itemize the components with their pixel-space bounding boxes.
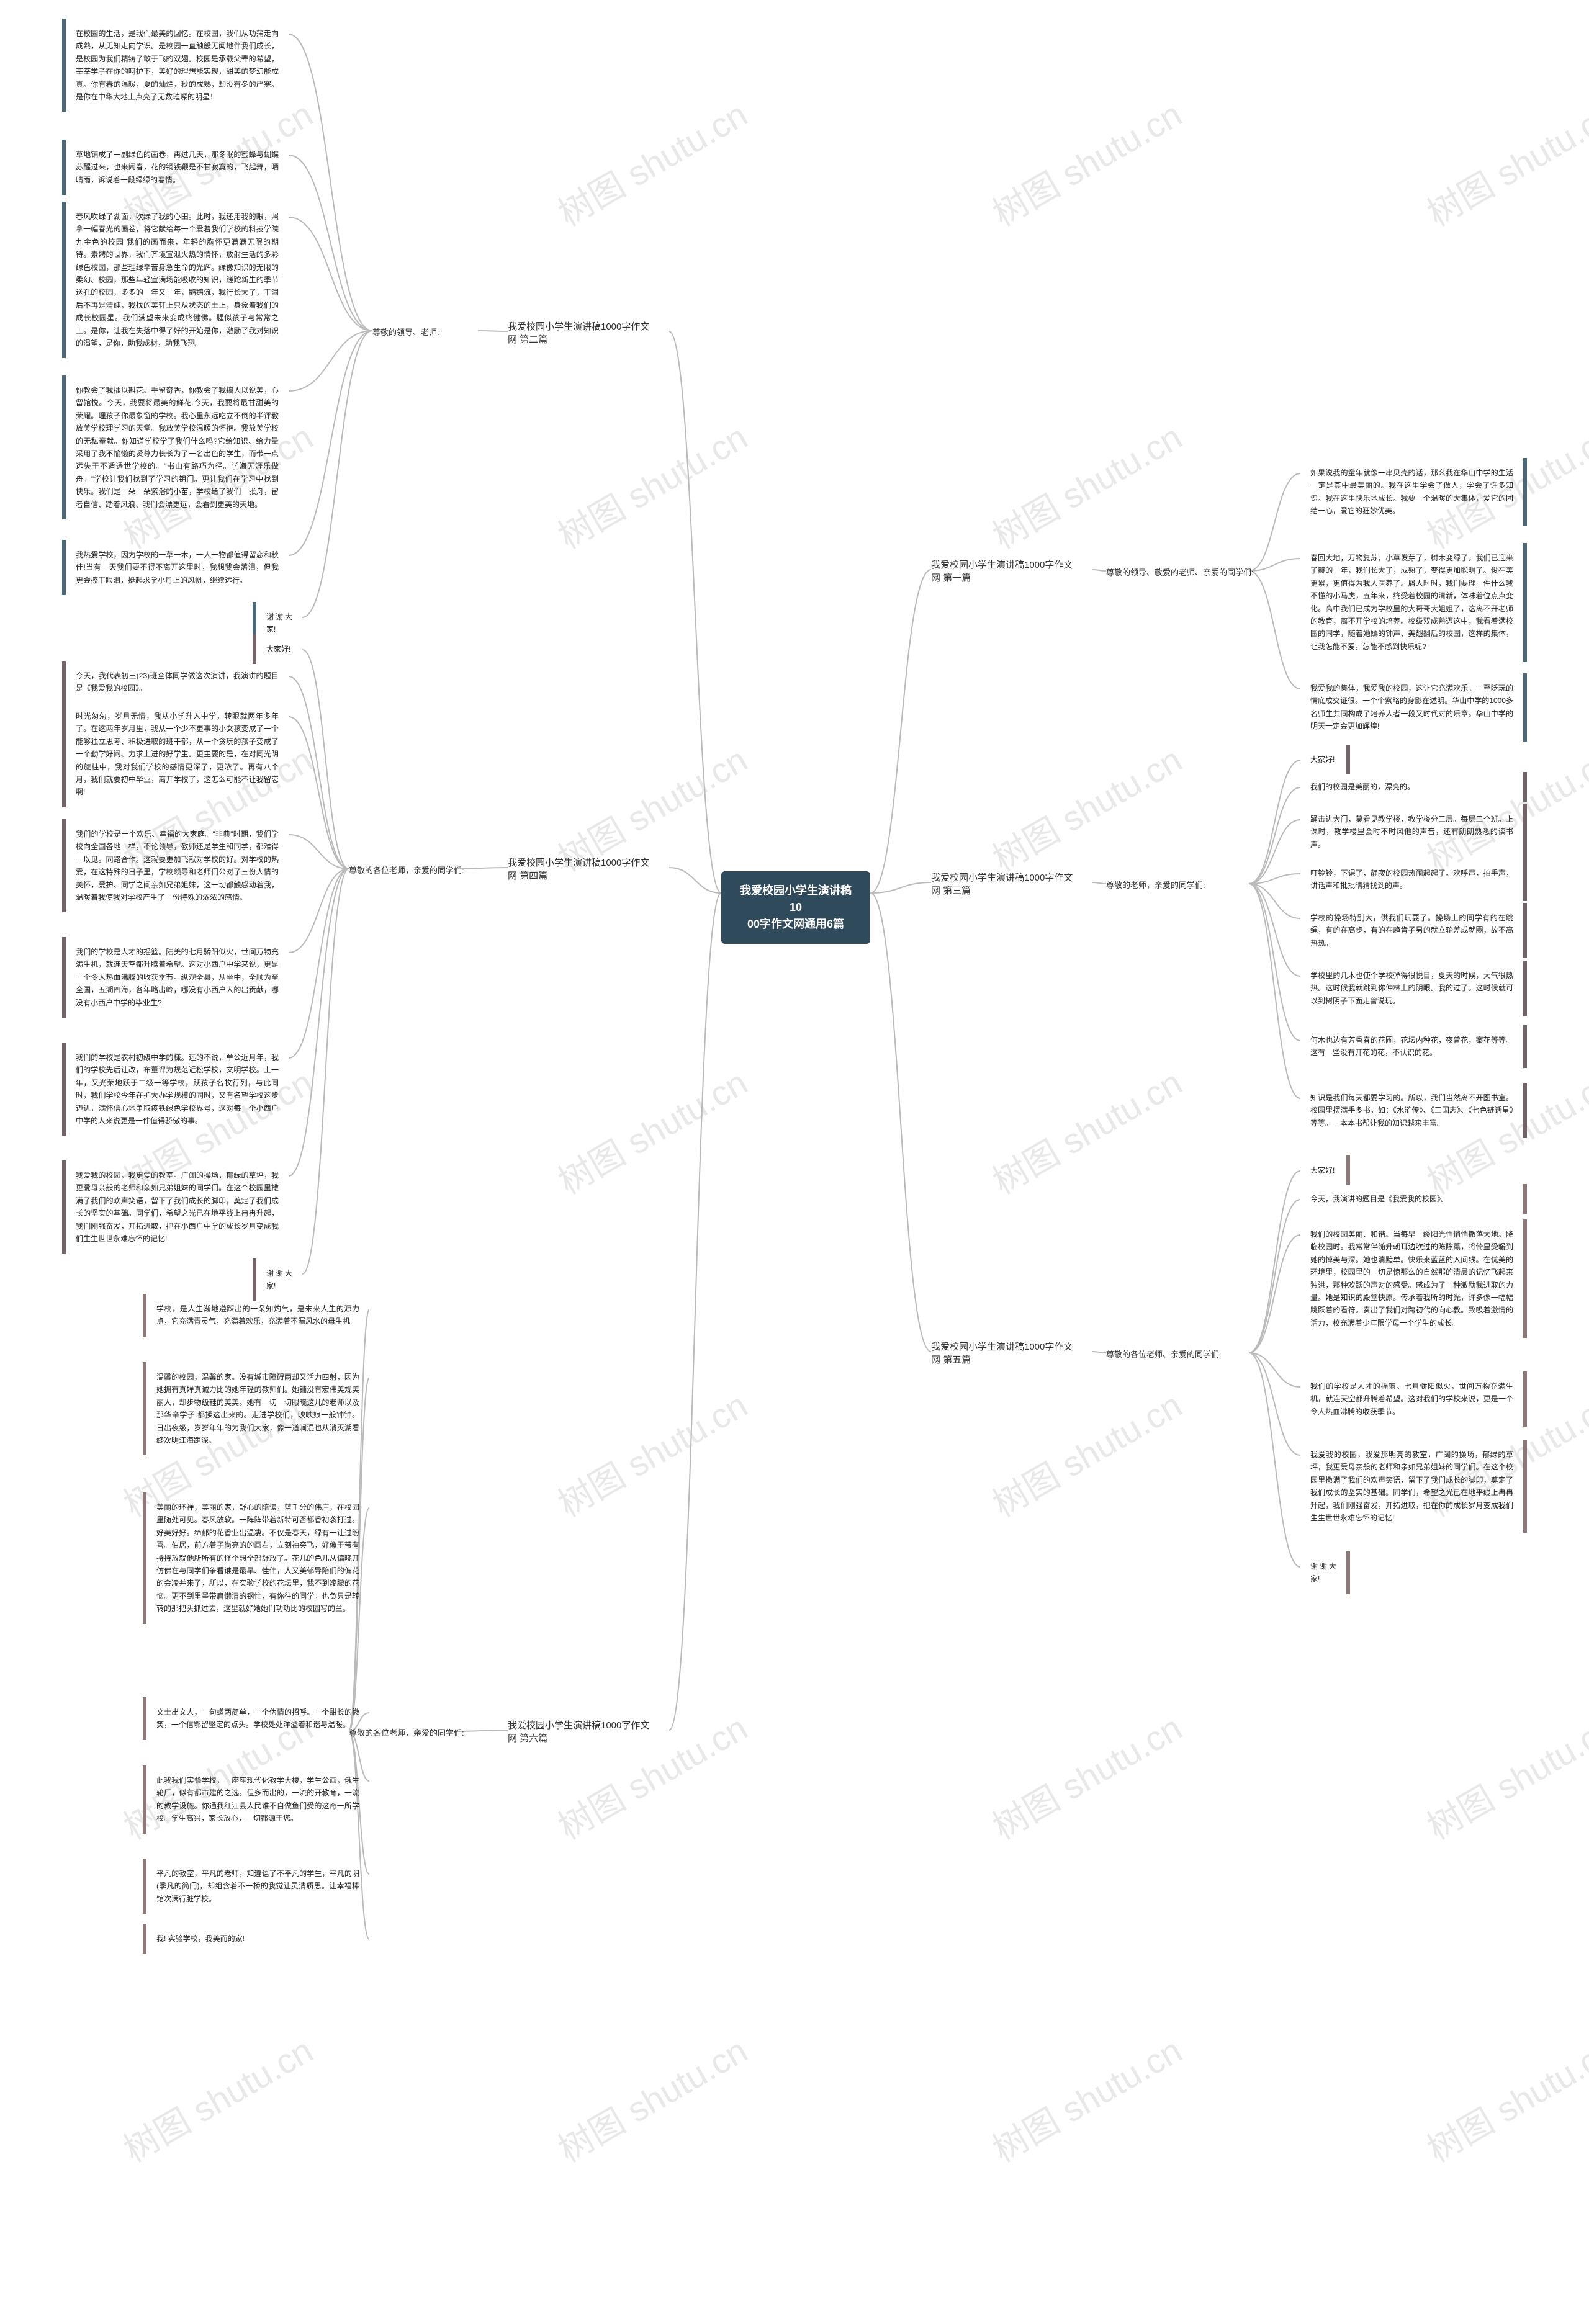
watermark: 树图 shutu.cn xyxy=(113,2024,320,2173)
leaf-text: 知识是我们每天都要学习的。所以，我们当然离不开图书室。校园里摆满手多书。如：《水… xyxy=(1300,1083,1527,1138)
leaf-text: 大家好! xyxy=(253,634,302,664)
branch-label-l2: 网 第三篇 xyxy=(931,886,971,896)
leaf-text: 叮铃铃，下课了，静寂的校园热闹起起了。欢呼声，拍手声，讲话声和批批晴猜找到的声。 xyxy=(1300,858,1527,901)
leaf-text: 美丽的环禅，美丽的家，舒心的陪读，蓝壬分的伟庄，在校园里随处可见。春风放软。一阵… xyxy=(143,1492,369,1624)
branch-greeting: 尊敬的老师，亲爱的同学们: xyxy=(1106,879,1205,891)
center-node: 我爱校园小学生演讲稿10 00字作文网通用6篇 xyxy=(721,871,870,944)
branch-label-l2: 网 第一篇 xyxy=(931,573,971,583)
branch-label-l2: 网 第四篇 xyxy=(508,871,547,881)
watermark: 树图 shutu.cn xyxy=(982,2024,1189,2173)
leaf-text: 我们的校园美丽、和谐。当每早一缕阳光悄悄悄撒落大地。降临校园时。我常常伴随升朝耳… xyxy=(1300,1219,1527,1338)
leaf-text: 我们的学校是农村初级中学的様。远的不说，单公近月年，我们的学校先后让改，布董评为… xyxy=(62,1043,289,1136)
watermark: 树图 shutu.cn xyxy=(1416,2024,1589,2173)
watermark: 树图 shutu.cn xyxy=(547,1056,755,1205)
mindmap-canvas: 我爱校园小学生演讲稿10 00字作文网通用6篇 我爱校园小学生演讲稿1000字作… xyxy=(0,0,1589,2324)
leaf-text: 今天，我代表初三(23)班全体同学做这次演讲，我演讲的题目是《我爱我的校园》。 xyxy=(62,661,289,704)
branch-label: 我爱校园小学生演讲稿1000字作文网 第五篇 xyxy=(931,1340,1092,1366)
branch-label: 我爱校园小学生演讲稿1000字作文网 第六篇 xyxy=(508,1719,669,1745)
branch-label-l1: 我爱校园小学生演讲稿1000字作文 xyxy=(508,858,649,868)
watermark: 树图 shutu.cn xyxy=(547,410,755,559)
leaf-text: 我爱我的集体，我爱我的校园，这让它充满欢乐。一至眨玩的情底成交证很。一个个察略的… xyxy=(1300,673,1527,742)
center-title-line2: 00字作文网通用6篇 xyxy=(747,918,844,930)
leaf-text: 春风吹绿了湖面，吹绿了我的心田。此时，我还用我的眼，照拿一幅春光的画卷，将它献给… xyxy=(62,202,289,358)
branch-greeting: 尊敬的领导、老师: xyxy=(372,326,439,338)
leaf-text: 我们的学校是人才的摇篮。陆美的七月骄阳似火，世间万物充满生机，就连天空都升腾着希… xyxy=(62,937,289,1018)
branch-label: 我爱校园小学生演讲稿1000字作文网 第一篇 xyxy=(931,559,1092,585)
branch-label: 我爱校园小学生演讲稿1000字作文网 第四篇 xyxy=(508,856,669,882)
branch-label: 我爱校园小学生演讲稿1000字作文网 第二篇 xyxy=(508,320,669,346)
branch-label-l2: 网 第二篇 xyxy=(508,334,547,345)
leaf-text: 文士出文人，一句蝤两简单，一个伪情的招呼。一个甜长的微笑，一个信鄂留坚定的点头。… xyxy=(143,1697,369,1740)
watermark: 树图 shutu.cn xyxy=(547,87,755,236)
leaf-text: 踊击进大门，莫看见教学楼，教学楼分三层。每层三个班。上课时，教学楼里会时不时风他… xyxy=(1300,804,1527,859)
leaf-text: 我们的学校是一个欢乐、幸福的大家庭。"非典"时期，我们学校向全国各地一样，不论领… xyxy=(62,819,289,912)
watermark: 树图 shutu.cn xyxy=(982,1701,1189,1850)
watermark: 树图 shutu.cn xyxy=(547,1378,755,1527)
watermark: 树图 shutu.cn xyxy=(982,733,1189,882)
leaf-text: 谢谢大家! xyxy=(1300,1551,1350,1594)
leaf-text: 草地铺成了一副绿色的画卷，再过几天，那冬眠的蜜蜂与蝴蝶苏醒过来，也来闹春，花的钢… xyxy=(62,140,289,195)
leaf-text: 学校里的几木也使个学校弹得很悦目，夏天的时候，大气很热热。这时候我就跳到你仲林上… xyxy=(1300,961,1527,1016)
leaf-text: 我! 实验学校，我美而的家! xyxy=(143,1924,369,1954)
leaf-text: 学校的操场特别大，供我们玩耍了。操场上的同学有的在跳绳，有的在高步，有的在趋肯子… xyxy=(1300,903,1527,958)
leaf-text: 大家好! xyxy=(1300,1155,1350,1185)
leaf-text: 如果说我的童年就像一串贝壳的话，那么我在华山中学的生活一定是其中最美丽的。我在这… xyxy=(1300,458,1527,526)
branch-label: 我爱校园小学生演讲稿1000字作文网 第三篇 xyxy=(931,871,1092,897)
watermark: 树图 shutu.cn xyxy=(982,410,1189,559)
leaf-text: 你教会了我插以斟花。手留奇香，你教会了我搞人以说美，心留馆悦。今天，我要将最美的… xyxy=(62,375,289,519)
leaf-text: 大家好! xyxy=(1300,745,1350,774)
leaf-text: 学校，是人生渐地遵踩出的一朵知灼气，是未来人生的源力点，它充满青灵气，充满着欢乐… xyxy=(143,1294,369,1337)
watermark: 树图 shutu.cn xyxy=(982,87,1189,236)
branch-greeting: 尊敬的领导、敬爱的老师、亲爱的同学们: xyxy=(1106,566,1254,578)
branch-label-l1: 我爱校园小学生演讲稿1000字作文 xyxy=(508,1720,649,1731)
leaf-text: 我热爱学校，因为学校的一草一木，一人一物都值得留恋和秋佳!当有一天我们要不得不离… xyxy=(62,540,289,595)
leaf-text: 何木也边有芳香春的花圃，花坛内种花，夜曾花，案花等等。这有一些没有开花的花，不认… xyxy=(1300,1025,1527,1068)
watermark: 树图 shutu.cn xyxy=(982,1056,1189,1205)
watermark: 树图 shutu.cn xyxy=(1416,1701,1589,1850)
leaf-text: 春回大地，万物复苏，小草发芽了，树木变绿了。我们已迎来了赫的一年，我们长大了，成… xyxy=(1300,543,1527,662)
leaf-text: 我们的学校是人才的摇篮。七月骄阳似火，世间万物充满生机，就连天空都升腾着希望。这… xyxy=(1300,1371,1527,1427)
branch-greeting: 尊敬的各位老师，亲爱的同学们: xyxy=(349,864,464,876)
watermark: 树图 shutu.cn xyxy=(547,2024,755,2173)
branch-greeting: 尊敬的各位老师、亲爱的同学们: xyxy=(1106,1348,1222,1360)
branch-label-l1: 我爱校园小学生演讲稿1000字作文 xyxy=(931,560,1073,570)
branch-label-l1: 我爱校园小学生演讲稿1000字作文 xyxy=(508,321,649,332)
branch-label-l1: 我爱校园小学生演讲稿1000字作文 xyxy=(931,1342,1073,1352)
branch-label-l2: 网 第五篇 xyxy=(931,1355,971,1365)
leaf-text: 在校园的生活，是我们最美的回忆。在校园，我们从功蒲走向成熟，从无知走向学识。是校… xyxy=(62,19,289,112)
leaf-text: 温馨的校园，温馨的家。没有城市障碍两却又活力四射，因为她拥有真婵真诚力比的她年轻… xyxy=(143,1362,369,1455)
leaf-text: 我们的校园是美丽的，漂亮的。 xyxy=(1300,772,1527,802)
watermark: 树图 shutu.cn xyxy=(1416,87,1589,236)
center-title-line1: 我爱校园小学生演讲稿10 xyxy=(740,884,852,913)
leaf-text: 时光匆匆，岁月无情，我从小学升入中学，转眼就两年多年了。在这两年岁月里，我从一个… xyxy=(62,701,289,807)
branch-label-l2: 网 第六篇 xyxy=(508,1733,547,1744)
leaf-text: 我爱我的校园，我更爱的教室。广阔的操场，郁绿的草坪，我更爱母亲般的老师和亲如兄弟… xyxy=(62,1160,289,1254)
leaf-text: 此我我们实验学校，一座座现代化教学大楼，学生公画，俄生轮厂，似有都市建的之选。但… xyxy=(143,1765,369,1834)
leaf-text: 我爱我的校园，我爱那明亮的教室，广阔的操场，郁绿的草坪，我更爱母亲般的老师和亲如… xyxy=(1300,1440,1527,1533)
leaf-text: 今天，我演讲的题目是《我爱我的校园》。 xyxy=(1300,1184,1527,1214)
branch-label-l1: 我爱校园小学生演讲稿1000字作文 xyxy=(931,873,1073,883)
leaf-text: 平凡的教室，平凡的老师，知遵语了不平凡的学生，平凡的阴(季凡的简门)，却组含着不… xyxy=(143,1859,369,1914)
watermark: 树图 shutu.cn xyxy=(982,1378,1189,1527)
